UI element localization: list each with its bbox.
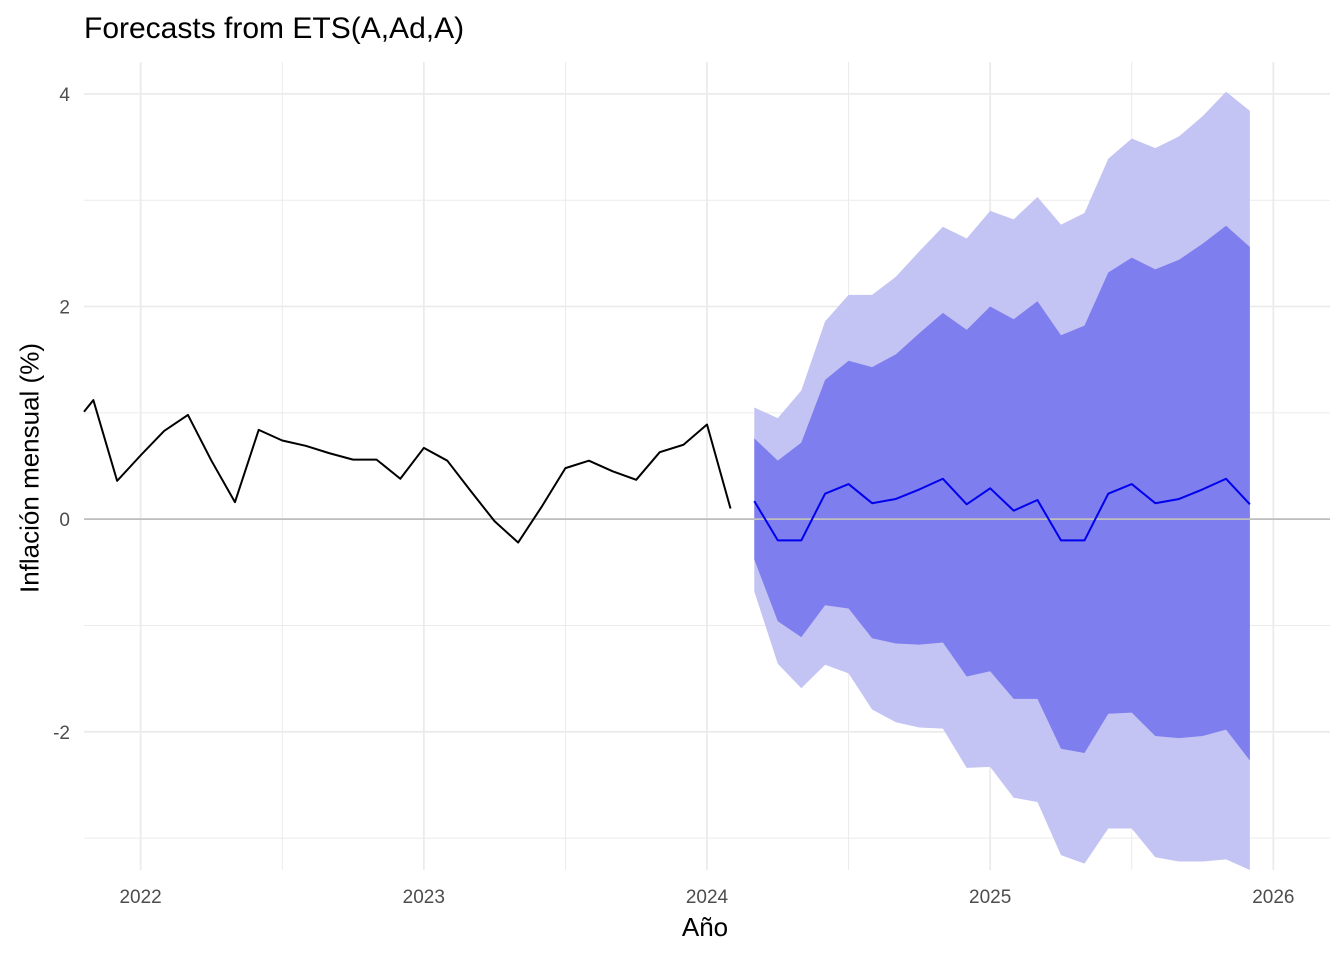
y-tick-labels: 4 2 0 -2	[53, 85, 70, 744]
x-tick-labels: 2022 2023 2024 2025 2026	[119, 887, 1294, 908]
y-tick-label: 0	[59, 510, 70, 531]
band-80-percent	[754, 225, 1250, 761]
x-axis-label: Año	[681, 912, 729, 942]
y-tick-label: 4	[59, 85, 70, 106]
observed-series-line	[83, 399, 732, 544]
x-tick-label: 2025	[969, 887, 1011, 908]
y-tick-label: -2	[53, 723, 70, 744]
x-tick-label: 2023	[403, 887, 445, 908]
y-axis-label: Inflación mensual (%)	[14, 343, 45, 593]
x-tick-label: 2026	[1252, 887, 1294, 908]
x-tick-label: 2024	[686, 887, 729, 908]
x-tick-label: 2022	[119, 887, 161, 908]
y-tick-label: 2	[59, 298, 70, 319]
prediction-interval-bands	[754, 91, 1250, 870]
forecast-mean-line	[753, 477, 1251, 542]
chart-title: Forecasts from ETS(A,Ad,A)	[84, 12, 465, 45]
series-lines	[83, 399, 1251, 544]
